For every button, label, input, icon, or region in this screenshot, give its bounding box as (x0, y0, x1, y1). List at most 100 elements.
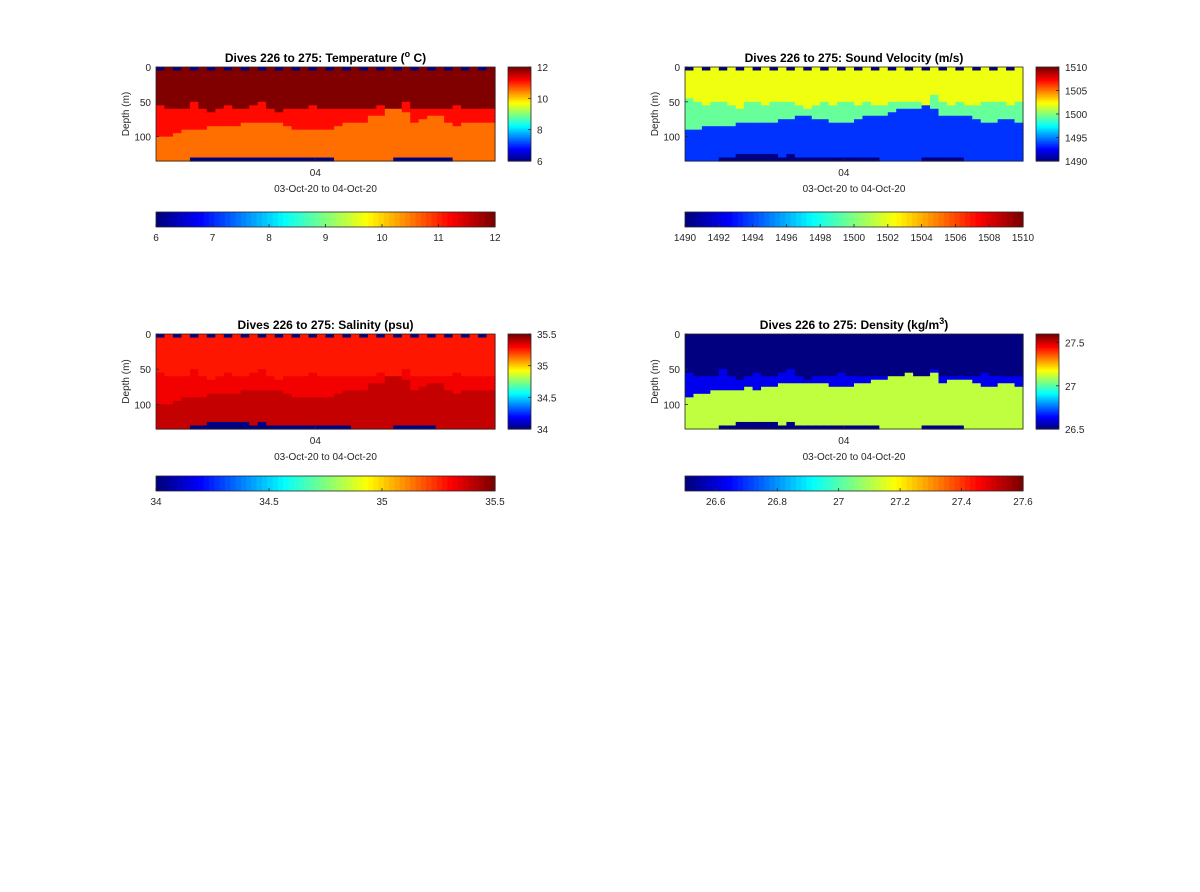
colorbar-swatch (922, 476, 929, 491)
heatmap-cell (189, 365, 199, 370)
heatmap-cell (444, 70, 454, 75)
heatmap-cell (181, 383, 191, 388)
heatmap-cell (1006, 136, 1016, 141)
heatmap-cell (794, 390, 804, 395)
colorbar-swatch (1036, 418, 1059, 421)
heatmap-cell (752, 105, 762, 110)
heatmap-cell (266, 379, 276, 384)
heatmap-cell (206, 397, 216, 402)
heatmap-cell (181, 150, 191, 155)
heatmap-cell (803, 404, 813, 409)
colorbar-swatch (1036, 348, 1059, 351)
heatmap-cell (735, 400, 745, 405)
heatmap-cell (393, 379, 403, 384)
heatmap-cell (794, 87, 804, 92)
heatmap-cell (181, 98, 191, 103)
heatmap-cell (181, 355, 191, 360)
heatmap-cell (803, 418, 813, 423)
heatmap-cell (685, 140, 695, 145)
heatmap-cell (418, 140, 428, 145)
heatmap-cell (350, 157, 360, 162)
heatmap-cell (461, 154, 471, 159)
heatmap-cell (870, 411, 880, 416)
chart-title: Dives 226 to 275: Temperature (o C) (225, 49, 426, 65)
colorbar-swatch (373, 212, 380, 227)
heatmap-cell (283, 70, 293, 75)
colorbar-swatch (1036, 365, 1059, 368)
heatmap-cell (393, 108, 403, 113)
heatmap-cell (786, 133, 796, 138)
heatmap-cell (401, 77, 411, 82)
colorbar-swatch (1036, 420, 1059, 423)
heatmap-cell (198, 91, 208, 96)
heatmap-cell (693, 112, 703, 117)
heatmap-cell (172, 358, 183, 363)
heatmap-cell (418, 80, 428, 86)
heatmap-cell (240, 98, 250, 103)
heatmap-cell (257, 98, 267, 103)
heatmap-cell (393, 411, 403, 416)
heatmap-cell (359, 67, 369, 72)
heatmap-cell (938, 108, 948, 113)
heatmap-cell (735, 404, 745, 409)
heatmap-cell (215, 383, 225, 388)
colorbar-swatch (508, 409, 531, 412)
heatmap-cell (393, 87, 403, 92)
heatmap-cell (718, 143, 728, 148)
heatmap-cell (811, 355, 821, 360)
heatmap-cell (769, 393, 779, 398)
colorbar-swatch (508, 143, 531, 146)
heatmap-cell (232, 365, 242, 370)
heatmap-cell (367, 143, 377, 148)
heatmap-cell (266, 112, 276, 117)
colorbar-swatch (508, 374, 531, 377)
heatmap-cell (164, 115, 174, 120)
heatmap-cell (469, 126, 479, 131)
heatmap-cell (1006, 341, 1016, 346)
heatmap-cell (896, 98, 906, 103)
heatmap-cell (777, 407, 787, 413)
colorbar-swatch (288, 212, 295, 227)
heatmap-cell (693, 101, 703, 106)
heatmap-cell (811, 365, 821, 370)
colorbar-swatch (508, 136, 531, 139)
heatmap-cell (223, 91, 233, 96)
heatmap-cell (904, 133, 914, 138)
heatmap-cell (718, 404, 728, 409)
colorbar-swatch (508, 387, 531, 390)
heatmap-cell (376, 348, 386, 353)
heatmap-cell (469, 421, 479, 427)
heatmap-cell (266, 87, 276, 92)
heatmap-cell (274, 80, 284, 86)
heatmap-cell (215, 425, 225, 430)
heatmap-cell (946, 379, 956, 384)
heatmap-cell (215, 105, 225, 110)
heatmap-cell (401, 105, 411, 110)
heatmap-cell (249, 397, 259, 402)
colorbar-swatch (508, 427, 531, 430)
heatmap-cell (300, 105, 310, 110)
heatmap-cell (223, 400, 233, 405)
colorbar-tick-label: 1502 (877, 233, 900, 244)
heatmap-cell (410, 70, 420, 75)
heatmap-cell (761, 87, 771, 92)
heatmap-cell (904, 84, 914, 89)
heatmap-cell (786, 154, 796, 159)
heatmap-cell (418, 129, 428, 134)
heatmap-cell (325, 143, 335, 148)
heatmap-cell (367, 351, 377, 356)
heatmap-cell (811, 122, 821, 127)
heatmap-cell (769, 101, 779, 106)
colorbar-swatch (980, 212, 987, 227)
heatmap-cell (223, 70, 233, 75)
y-tick-label: 0 (674, 330, 680, 341)
heatmap-cell (820, 379, 830, 384)
heatmap-cell (452, 421, 462, 427)
heatmap-cell (803, 67, 813, 72)
heatmap-cell (283, 91, 293, 96)
heatmap-cell (828, 140, 838, 145)
heatmap-cell (342, 411, 352, 416)
heatmap-cell (761, 362, 771, 367)
heatmap-cell (232, 112, 242, 117)
heatmap-cell (955, 105, 965, 110)
